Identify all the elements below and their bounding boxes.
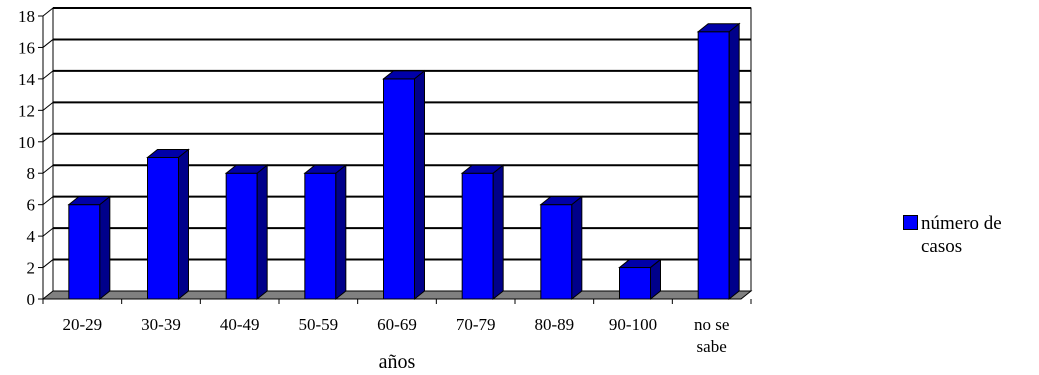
bar-front: [461, 172, 494, 300]
y-tick-label: 12: [18, 101, 35, 120]
bar-front: [540, 204, 573, 300]
bar: [696, 22, 741, 301]
tick-labels: 0 2 4 6 8 10 12 14 16 18 20-29 30-39 40-49 50-59 60-69…: [18, 7, 729, 356]
bar: [146, 148, 190, 301]
bar: [382, 69, 426, 301]
bar-front: [697, 31, 730, 300]
y-tick-label: 14: [18, 70, 36, 89]
gridline-slant: [42, 227, 54, 237]
bar: [67, 195, 112, 301]
gridline-slant: [42, 70, 54, 80]
bar-front: [68, 204, 101, 300]
x-tick-label: 50-59: [298, 315, 338, 334]
bar-front: [147, 157, 179, 300]
gridline-slant: [42, 164, 54, 174]
y-tick-label: 8: [27, 164, 36, 183]
x-axis-label: años: [379, 351, 416, 373]
bar-side: [256, 164, 268, 301]
bar-front: [619, 267, 651, 300]
legend-swatch: [903, 215, 918, 230]
legend-label: número de casos: [921, 213, 1002, 257]
bar-side: [571, 195, 583, 301]
bar-side: [178, 148, 189, 301]
bar: [224, 164, 269, 301]
bar-side: [99, 195, 111, 301]
x-tick-label: 80-89: [534, 315, 574, 334]
y-tick-label: 18: [18, 7, 35, 26]
x-tick-label: 20-29: [62, 315, 102, 334]
x-tick-label: 70-79: [456, 315, 496, 334]
y-tick-label: 4: [27, 227, 36, 246]
gridline-slant: [42, 259, 54, 268]
bar-side: [650, 258, 661, 301]
gridline-slant: [42, 196, 54, 206]
y-tick-label: 2: [27, 259, 36, 278]
y-tick-label: 6: [27, 196, 36, 215]
x-tick-label: 60-69: [377, 315, 417, 334]
y-tick-label: 10: [18, 133, 35, 152]
bar: [460, 164, 505, 301]
legend: número de casos: [903, 212, 1039, 258]
gridline-slant: [42, 7, 54, 17]
bar-front: [304, 172, 337, 300]
x-tick-label: no se sabe: [694, 315, 729, 356]
x-tick-label: 30-39: [141, 315, 181, 334]
gridline-slant: [42, 101, 54, 111]
y-tick-label: 0: [27, 290, 36, 309]
gridline-slant: [42, 39, 54, 48]
bar-side: [728, 22, 740, 301]
bar: [303, 164, 348, 301]
bar: [618, 258, 662, 301]
x-tick-label: 90-100: [609, 315, 657, 334]
bar-front: [383, 78, 415, 300]
gridline-slant: [42, 133, 54, 143]
bar-front: [225, 172, 258, 300]
bar: [539, 195, 584, 301]
bar-side: [492, 164, 504, 301]
bar-side: [414, 69, 425, 301]
y-tick-label: 16: [18, 38, 35, 57]
bars: [67, 22, 741, 301]
bar-side: [335, 164, 347, 301]
x-tick-label: 40-49: [220, 315, 260, 334]
